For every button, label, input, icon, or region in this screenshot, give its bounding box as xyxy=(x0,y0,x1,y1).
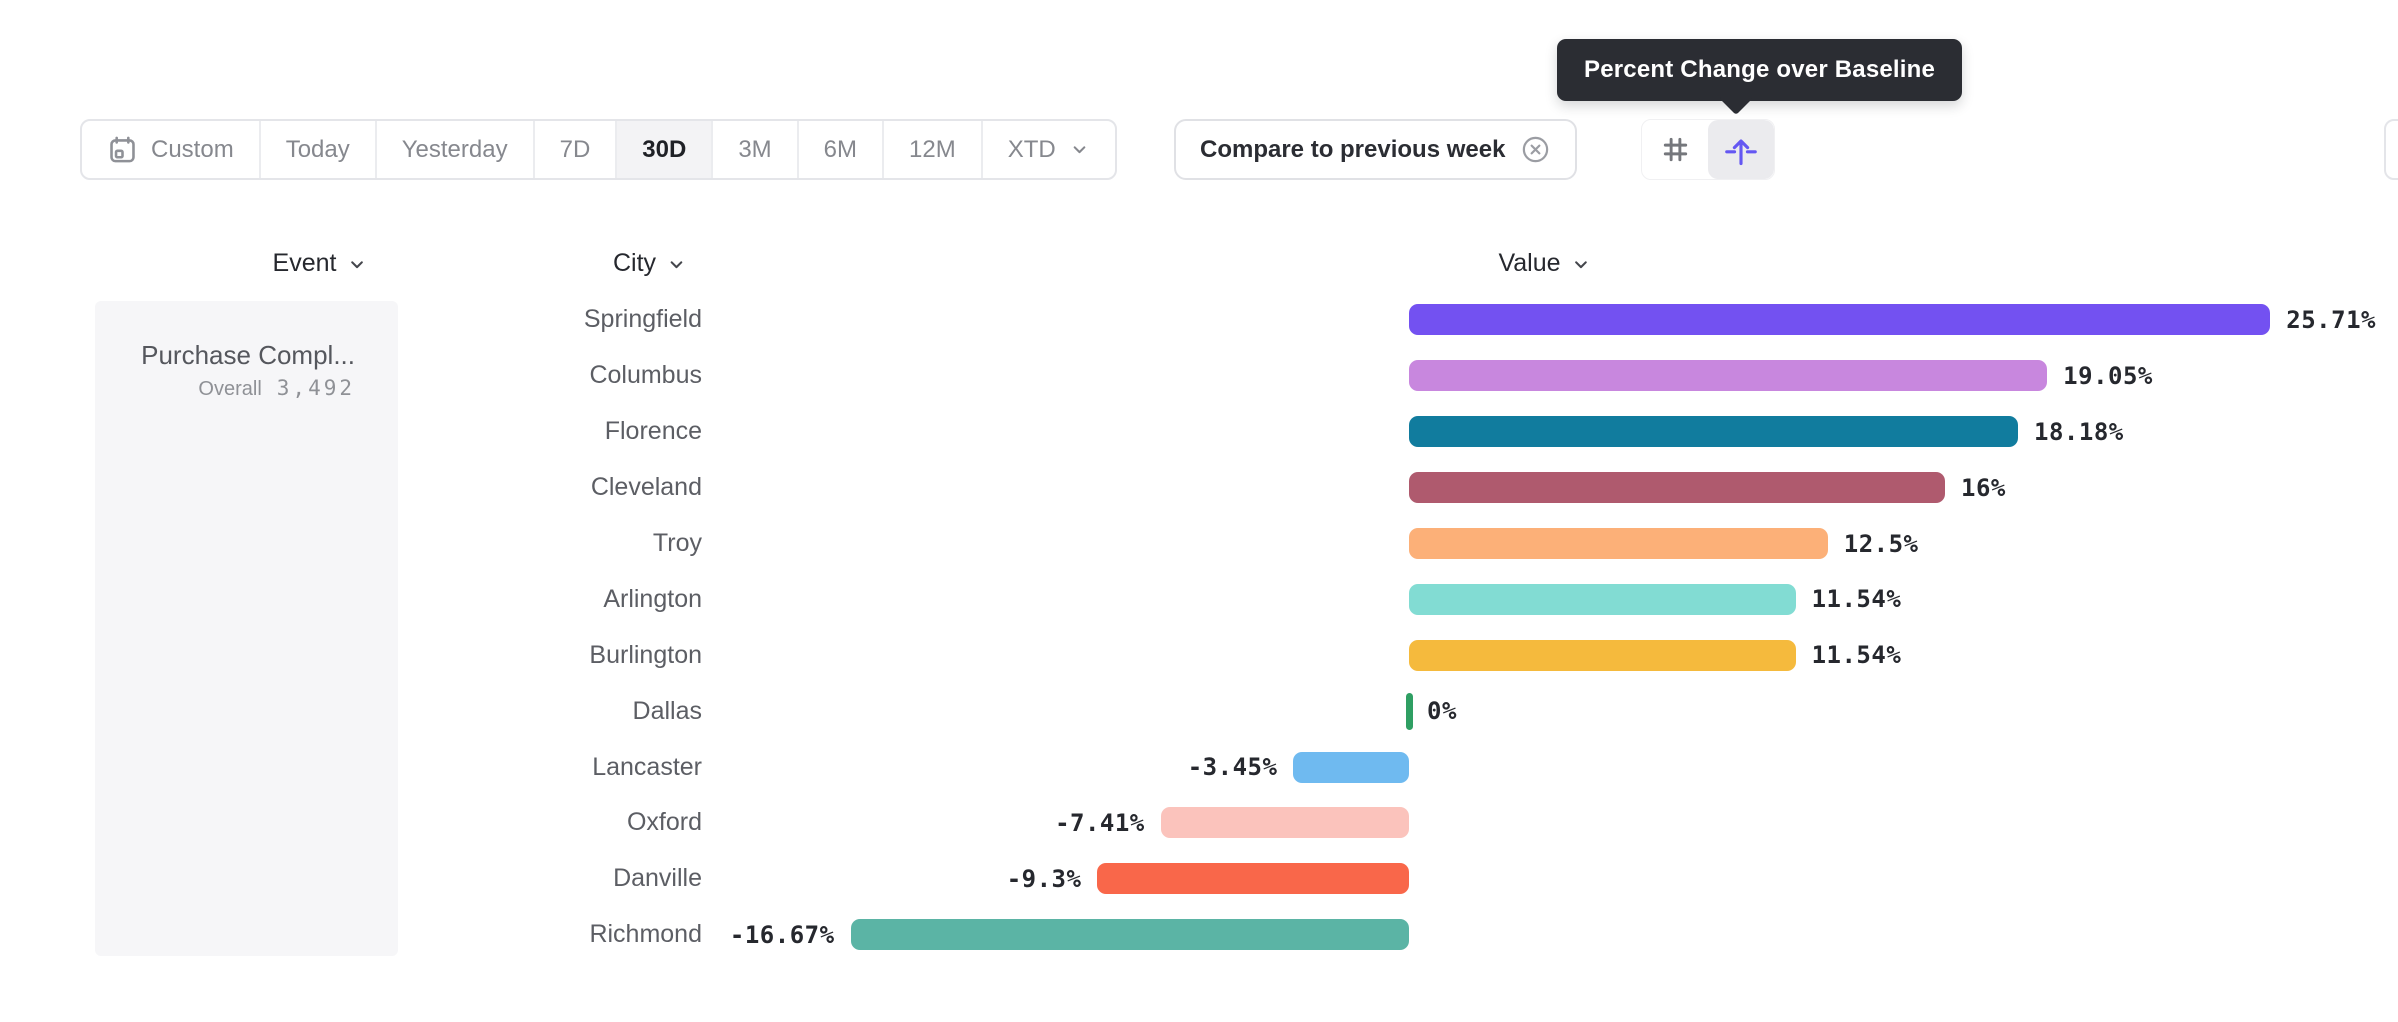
table-row: Columbus 19.05% xyxy=(0,348,2398,404)
view-toggle-group xyxy=(1641,119,1775,180)
bar-value-label: -3.45% xyxy=(1187,753,1278,782)
bar[interactable] xyxy=(1409,304,2271,336)
bar-value-label: 25.71% xyxy=(2286,305,2376,334)
bar-value-label: 16% xyxy=(1961,473,2006,502)
calendar-icon xyxy=(110,136,135,163)
date-range-yesterday[interactable]: Yesterday xyxy=(374,121,533,178)
city-label: Dallas xyxy=(632,696,702,725)
bar[interactable] xyxy=(850,919,1409,951)
column-header-event[interactable]: Event xyxy=(273,246,368,280)
bar[interactable] xyxy=(1097,863,1409,895)
table-row: Burlington 11.54% xyxy=(0,627,2398,683)
metric-label: Overall xyxy=(198,378,262,400)
date-range-custom[interactable]: Custom xyxy=(82,121,259,178)
table-row: Troy 12.5% xyxy=(0,516,2398,572)
chevron-down-icon xyxy=(1575,261,1587,269)
date-range-label: Yesterday xyxy=(401,135,508,163)
table-row: Cleveland 16% xyxy=(0,460,2398,516)
city-label: Springfield xyxy=(583,305,702,334)
city-label: Florence xyxy=(604,417,702,446)
city-label: Oxford xyxy=(626,808,702,837)
date-range-label: 7D xyxy=(559,135,591,163)
chevron-down-icon xyxy=(670,261,683,269)
bar[interactable] xyxy=(1409,639,1796,671)
hash-icon xyxy=(1663,137,1687,162)
city-label: Cleveland xyxy=(590,473,702,502)
metric-value: 3,492 xyxy=(276,376,355,400)
event-card[interactable]: Purchase Compl... Overall 3,492 xyxy=(95,337,355,401)
baseline-arrow-icon xyxy=(1725,138,1757,165)
bar-value-label: 12.5% xyxy=(1843,529,1919,558)
zero-baseline-tick[interactable] xyxy=(1406,692,1413,730)
event-metric: Overall 3,492 xyxy=(95,376,355,401)
city-label: Lancaster xyxy=(592,752,702,781)
bar-chart: Springfield 25.71% Columbus 19.05% Florence 1… xyxy=(0,292,2398,963)
table-row: Dallas 0% xyxy=(0,683,2398,739)
date-range-group: Custom Today Yesterday 7D 30D 3M 6M 12M XTD xyxy=(80,119,1117,180)
bar-value-label: 11.54% xyxy=(1811,641,1902,670)
bar-value-label: 11.54% xyxy=(1811,585,1902,614)
bar-value-label: 18.18% xyxy=(2034,417,2124,446)
date-range-7d[interactable]: 7D xyxy=(532,121,616,178)
table-row: Danville -9.3% xyxy=(0,851,2398,907)
date-range-label: 3M xyxy=(738,135,772,163)
tooltip-text: Percent Change over Baseline xyxy=(1584,56,1936,83)
clipped-button[interactable] xyxy=(2384,119,2398,180)
toolbar: Custom Today Yesterday 7D 30D 3M 6M 12M XTD Comp… xyxy=(0,119,2398,180)
table-row: Richmond -16.67% xyxy=(0,907,2398,963)
bar[interactable] xyxy=(1409,416,2019,448)
date-range-label: 30D xyxy=(642,135,687,163)
date-range-12m[interactable]: 12M xyxy=(882,121,981,178)
bar[interactable] xyxy=(1293,751,1409,783)
table-row: Springfield 25.71% xyxy=(0,292,2398,348)
chevron-down-icon xyxy=(351,261,363,269)
column-header-city-label: City xyxy=(612,248,657,277)
table-row: Lancaster -3.45% xyxy=(0,739,2398,795)
compare-chip[interactable]: Compare to previous week xyxy=(1174,119,1578,180)
city-label: Troy xyxy=(652,529,702,557)
city-label: Burlington xyxy=(589,640,702,669)
bar-value-label: 19.05% xyxy=(2063,361,2153,390)
toggle-percent-change-over-baseline[interactable] xyxy=(1708,120,1774,179)
table-row: Arlington 11.54% xyxy=(0,571,2398,627)
city-label: Columbus xyxy=(589,361,702,390)
toggle-grid-values[interactable] xyxy=(1642,120,1708,179)
date-range-30d[interactable]: 30D xyxy=(615,121,712,178)
event-name: Purchase Compl... xyxy=(141,340,355,370)
date-range-xtd[interactable]: XTD xyxy=(980,121,1115,178)
date-range-label: Today xyxy=(285,135,350,163)
date-range-3m[interactable]: 3M xyxy=(711,121,796,178)
column-header-value-label: Value xyxy=(1498,248,1561,277)
remove-compare-icon[interactable] xyxy=(1520,134,1551,165)
tooltip-arrow xyxy=(1719,81,1753,115)
event-panel: Purchase Compl... Overall 3,492 xyxy=(95,301,398,956)
city-label: Arlington xyxy=(603,584,702,613)
date-range-label: 12M xyxy=(909,135,956,163)
tooltip: Percent Change over Baseline xyxy=(1557,39,1963,115)
bar-value-label: -9.3% xyxy=(1006,864,1082,893)
bar[interactable] xyxy=(1160,807,1409,839)
column-header-event-label: Event xyxy=(272,248,337,277)
bar-value-label: 0% xyxy=(1427,697,1457,726)
bar[interactable] xyxy=(1409,360,2048,392)
date-range-today[interactable]: Today xyxy=(258,121,375,178)
city-label: Danville xyxy=(613,864,702,893)
bar-value-label: -7.41% xyxy=(1055,808,1145,837)
column-header-value[interactable]: Value xyxy=(1498,246,1591,280)
date-range-label: Custom xyxy=(151,135,234,163)
bar[interactable] xyxy=(1409,583,1796,615)
date-range-6m[interactable]: 6M xyxy=(796,121,882,178)
table-row: Oxford -7.41% xyxy=(0,795,2398,851)
city-label: Richmond xyxy=(589,920,702,949)
compare-chip-label: Compare to previous week xyxy=(1200,135,1506,163)
date-range-label: 6M xyxy=(823,135,857,163)
table-row: Florence 18.18% xyxy=(0,404,2398,460)
date-range-label: XTD xyxy=(1007,135,1056,163)
bar[interactable] xyxy=(1409,528,1828,559)
column-header-city[interactable]: City xyxy=(613,246,687,280)
bar[interactable] xyxy=(1409,472,1945,504)
chevron-down-icon xyxy=(1073,146,1086,154)
bar-value-label: -16.67% xyxy=(729,920,835,949)
